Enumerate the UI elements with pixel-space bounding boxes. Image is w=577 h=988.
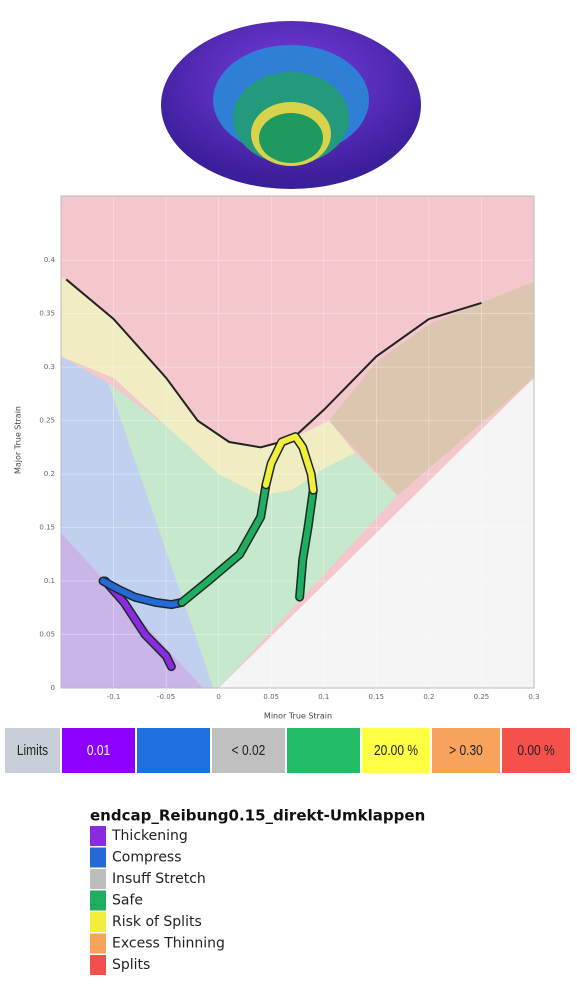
x-tick-label: 0.3	[528, 693, 539, 701]
page: Minor True Strain Major True Strain Limi…	[0, 0, 577, 988]
legend-swatch	[90, 955, 106, 975]
legend-swatch	[90, 912, 106, 932]
legend-label: Risk of Splits	[112, 914, 202, 930]
x-tick-label: 0.1	[318, 693, 329, 701]
y-tick-label: 0.35	[39, 310, 55, 318]
legend-label: Insuff Stretch	[112, 871, 206, 887]
legend-swatch	[90, 891, 106, 911]
y-tick-label: 0.25	[39, 417, 55, 425]
x-tick-label: -0.1	[107, 693, 121, 701]
plot-area	[61, 196, 534, 688]
y-tick-label: 0.15	[39, 524, 55, 532]
legend-swatch	[90, 848, 106, 868]
limit-label: 0.00 %	[517, 742, 554, 759]
legend: Thickening Compress Insuff Stretch Safe Risk…	[90, 826, 225, 975]
x-tick-label: 0.2	[423, 693, 434, 701]
x-tick-label: 0	[216, 693, 220, 701]
legend-title: endcap_Reibung0.15_direkt-Umklappen	[90, 807, 425, 825]
legend-label: Splits	[112, 957, 150, 973]
limit-cell	[137, 728, 210, 773]
legend-swatch	[90, 826, 106, 846]
legend-label: Safe	[112, 893, 143, 909]
x-axis-label: Minor True Strain	[264, 712, 332, 721]
y-tick-label: 0.4	[44, 256, 56, 264]
legend-swatch	[90, 869, 106, 889]
y-tick-label: 0.3	[44, 363, 55, 371]
limits-bar: Limits 0.01 < 0.02 20.00 % > 0.30 0.00 %	[5, 728, 570, 773]
limit-label: 20.00 %	[374, 742, 418, 759]
x-tick-label: 0.05	[263, 693, 279, 701]
y-tick-label: 0.2	[44, 470, 55, 478]
legend-swatch	[90, 934, 106, 954]
y-tick-label: 0	[51, 684, 55, 692]
limit-label: 0.01	[87, 742, 110, 759]
limit-label: Limits	[17, 742, 49, 759]
legend-label: Excess Thinning	[112, 936, 225, 952]
legend-label: Thickening	[111, 828, 188, 844]
limit-label: > 0.30	[449, 742, 483, 759]
limit-label: < 0.02	[232, 742, 266, 759]
x-tick-label: 0.15	[369, 693, 385, 701]
x-tick-label: 0.25	[474, 693, 490, 701]
y-tick-label: 0.1	[44, 577, 55, 585]
y-tick-label: 0.05	[39, 631, 55, 639]
legend-label: Compress	[112, 850, 182, 866]
y-axis-label: Major True Strain	[14, 406, 23, 474]
part-render	[161, 21, 421, 189]
x-tick-label: -0.05	[157, 693, 175, 701]
limit-cell	[287, 728, 360, 773]
